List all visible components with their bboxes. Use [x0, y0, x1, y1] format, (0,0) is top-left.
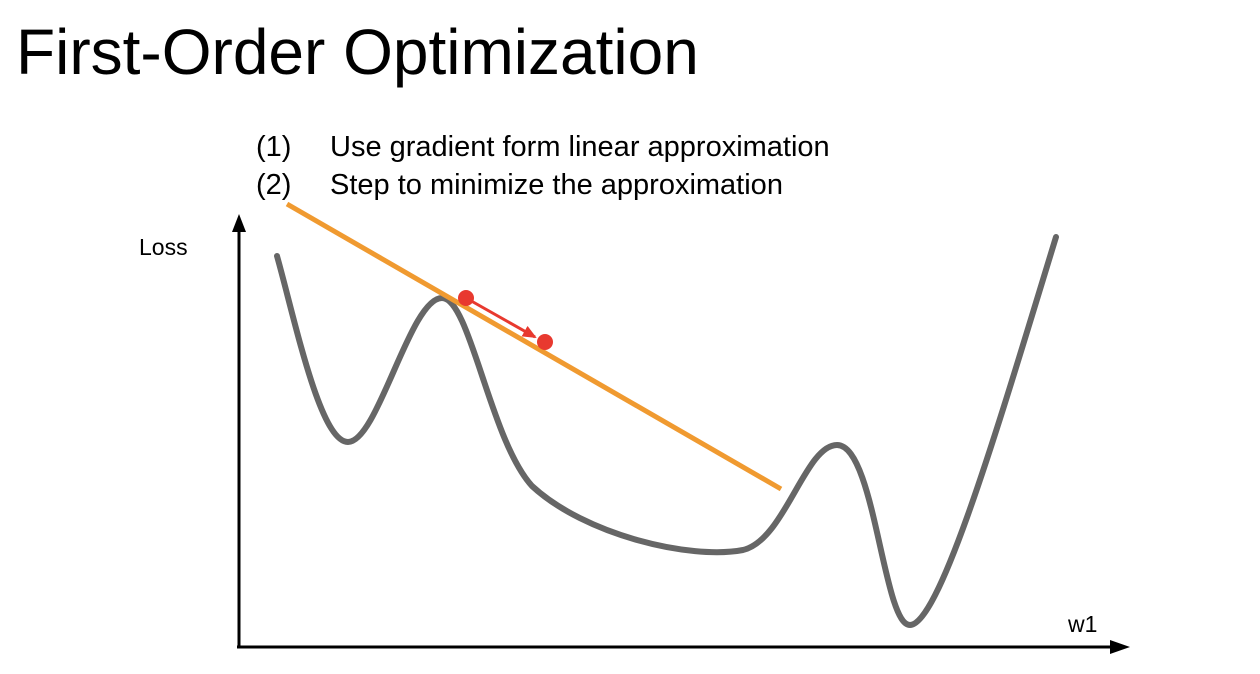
step-number: (1)	[256, 131, 292, 163]
next-point	[537, 334, 553, 350]
x-axis-label: w1	[1067, 611, 1097, 637]
step-number: (2)	[256, 169, 292, 201]
gradient-step-arrow	[465, 296, 537, 339]
y-axis-label: Loss	[139, 234, 188, 260]
slide-title: First-Order Optimization	[16, 16, 699, 88]
y-axis-arrow-icon	[232, 214, 246, 232]
step-item: (2) Step to minimize the approximation	[256, 166, 830, 204]
steps-list: (1) Use gradient form linear approximati…	[256, 128, 830, 204]
start-point	[458, 290, 474, 306]
x-axis-arrow-icon	[1110, 640, 1130, 654]
step-item: (1) Use gradient form linear approximati…	[256, 128, 830, 166]
loss-curve	[274, 234, 1059, 628]
step-text: Step to minimize the approximation	[330, 169, 783, 201]
step-text: Use gradient form linear approximation	[330, 131, 830, 163]
linear-approximation-line	[285, 201, 783, 492]
